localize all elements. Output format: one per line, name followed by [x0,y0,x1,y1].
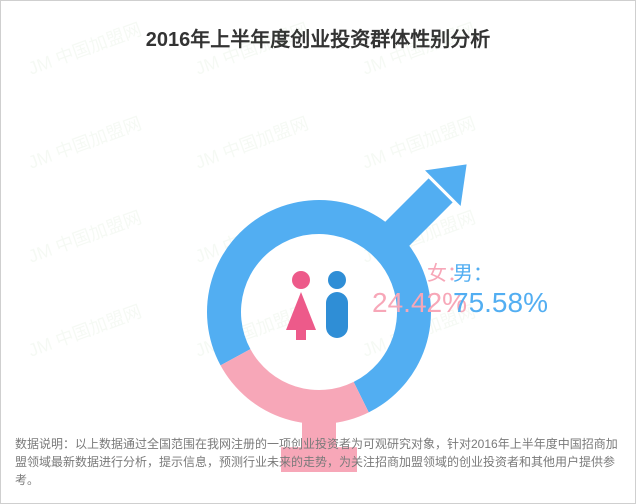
male-label: 男： 75.58% [453,262,548,320]
male-symbol-shaft [397,190,441,234]
male-label-name: 男： [453,262,548,286]
gender-donut-chart: 女： 24.42% 男： 75.58% [1,52,635,477]
female-slice [221,349,369,424]
chart-title: 2016年上半年度创业投资群体性别分析 [1,1,635,52]
footnote-text: 数据说明：以上数据通过全国范围在我网注册的一项创业投资者为可观研究对象，针对20… [15,435,621,489]
center-figures-icon [286,271,348,340]
male-label-value: 75.58% [453,286,548,320]
